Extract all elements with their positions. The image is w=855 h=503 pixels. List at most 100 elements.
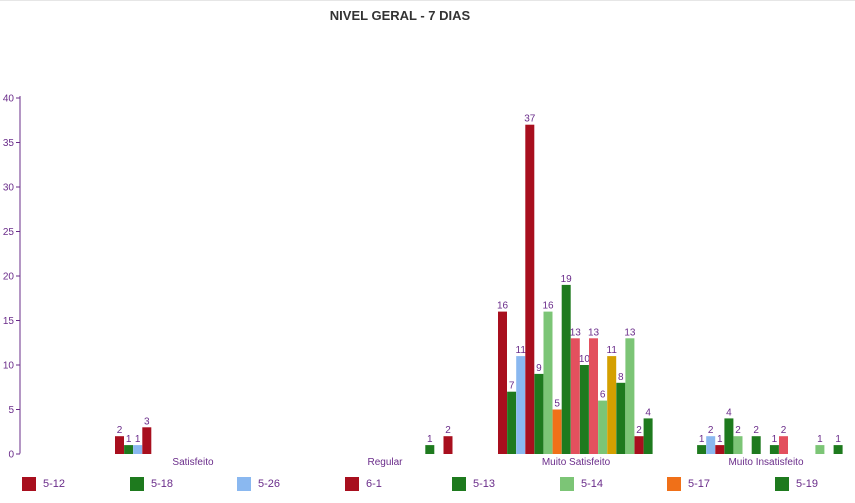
legend-swatch: [130, 477, 144, 491]
bar[interactable]: [133, 445, 143, 454]
y-tick-label: 30: [3, 183, 15, 194]
legend-label: 5-17: [688, 478, 711, 490]
bar[interactable]: [724, 418, 734, 454]
bar[interactable]: [598, 400, 608, 454]
data-label: 2: [753, 425, 759, 436]
top-border: [0, 0, 855, 1]
bar[interactable]: [697, 445, 707, 454]
legend-item[interactable]: 6-1: [345, 474, 382, 494]
data-label: 1: [699, 434, 705, 445]
chart-title: NIVEL GERAL - 7 DIAS: [329, 8, 471, 23]
legend-swatch: [345, 477, 359, 491]
legend-item[interactable]: 5-12: [22, 474, 65, 494]
y-tick-label: 0: [8, 450, 14, 461]
legend-item[interactable]: 5-13: [452, 474, 495, 494]
data-label: 19: [561, 274, 573, 285]
legend-label: 5-12: [43, 478, 66, 490]
data-label: 4: [645, 407, 651, 418]
data-label: 37: [524, 114, 536, 125]
legend-swatch: [22, 477, 36, 491]
bar[interactable]: [751, 436, 761, 454]
bar[interactable]: [425, 445, 435, 454]
bar[interactable]: [552, 409, 562, 455]
data-label: 1: [427, 434, 433, 445]
data-label: 9: [536, 363, 542, 374]
legend-label: 5-14: [581, 478, 604, 490]
bar[interactable]: [115, 436, 124, 454]
bar[interactable]: [779, 436, 788, 454]
y-tick-label: 35: [3, 138, 15, 149]
data-label: 2: [708, 425, 714, 436]
data-label: 2: [636, 425, 642, 436]
data-label: 5: [554, 399, 560, 410]
legend-swatch: [452, 477, 466, 491]
data-label: 10: [579, 354, 591, 365]
data-label: 11: [516, 345, 527, 356]
legend-label: 5-26: [258, 478, 281, 490]
legend-item[interactable]: 5-17: [667, 474, 710, 494]
y-tick-label: 5: [8, 405, 14, 416]
bar[interactable]: [715, 445, 725, 454]
bar[interactable]: [643, 418, 653, 454]
bar[interactable]: [607, 356, 617, 454]
data-label: 13: [624, 327, 636, 338]
data-label: 1: [835, 434, 841, 445]
legend-swatch: [237, 477, 251, 491]
legend-item[interactable]: 5-19: [775, 474, 818, 494]
legend-item[interactable]: 5-18: [130, 474, 173, 494]
bar[interactable]: [733, 436, 743, 454]
data-label: 2: [735, 425, 741, 436]
bar[interactable]: [625, 338, 635, 454]
data-label: 2: [117, 425, 123, 436]
data-label: 6: [600, 390, 606, 401]
bar[interactable]: [124, 445, 134, 454]
legend-item[interactable]: 5-26: [237, 474, 280, 494]
y-tick-label: 40: [3, 94, 15, 105]
data-label: 1: [135, 434, 141, 445]
legend-label: 5-13: [473, 478, 496, 490]
legend-swatch: [560, 477, 574, 491]
bar[interactable]: [833, 445, 843, 454]
bar[interactable]: [706, 436, 716, 454]
data-label: 2: [445, 425, 451, 436]
data-label: 11: [607, 345, 618, 356]
bar[interactable]: [534, 373, 544, 454]
bar[interactable]: [561, 284, 571, 454]
data-label: 1: [817, 434, 823, 445]
data-label: 13: [570, 327, 582, 338]
data-label: 7: [509, 381, 515, 392]
legend-label: 5-19: [796, 478, 819, 490]
y-tick-label: 15: [3, 316, 15, 327]
bar[interactable]: [579, 365, 589, 454]
data-label: 2: [781, 425, 787, 436]
bar[interactable]: [634, 436, 644, 454]
data-label: 4: [726, 407, 732, 418]
bar[interactable]: [570, 338, 580, 454]
category-label: Satisfeito: [172, 457, 214, 468]
legend-label: 6-1: [366, 478, 382, 490]
bar[interactable]: [507, 391, 517, 454]
category-label: Regular: [367, 457, 403, 468]
bar[interactable]: [443, 436, 453, 454]
category-label: Muito Satisfeito: [542, 457, 611, 468]
legend-item[interactable]: 5-14: [560, 474, 603, 494]
category-label: Muito Insatisfeito: [728, 457, 803, 468]
bar[interactable]: [769, 445, 779, 454]
y-tick-label: 25: [3, 227, 15, 238]
bar[interactable]: [543, 311, 553, 454]
data-label: 8: [618, 372, 624, 383]
bar[interactable]: [516, 356, 526, 454]
bar[interactable]: [525, 124, 535, 454]
data-label: 16: [497, 301, 509, 312]
bar[interactable]: [616, 382, 626, 454]
bar[interactable]: [142, 427, 152, 454]
data-label: 13: [588, 327, 600, 338]
bar[interactable]: [589, 338, 598, 454]
legend-label: 5-18: [151, 478, 174, 490]
data-label: 1: [717, 434, 723, 445]
bar[interactable]: [815, 445, 825, 454]
bar[interactable]: [498, 311, 507, 454]
